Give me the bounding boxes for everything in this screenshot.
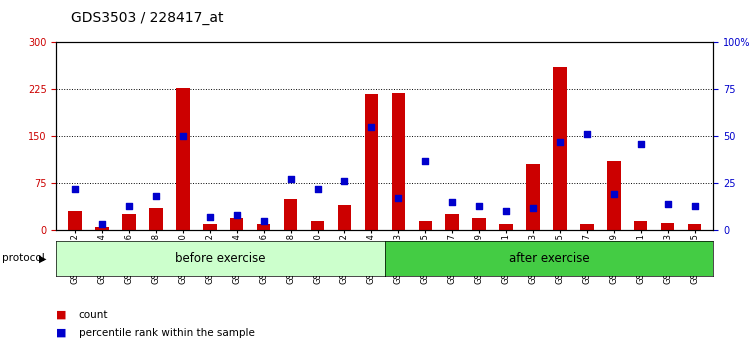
Text: percentile rank within the sample: percentile rank within the sample [79,328,255,338]
Bar [634,221,647,230]
Point [554,139,566,145]
Text: ▶: ▶ [39,253,47,263]
Bar [176,87,190,230]
Bar [68,211,82,230]
Bar [122,215,136,230]
Point [500,209,512,214]
Point [258,218,270,224]
Bar [149,208,163,230]
Point [312,186,324,192]
Text: after exercise: after exercise [509,252,590,265]
Text: before exercise: before exercise [175,252,266,265]
Bar [338,205,351,230]
Point [150,194,162,199]
Point [446,199,458,205]
Bar [661,223,674,230]
Bar [418,221,432,230]
Bar [553,68,567,230]
Bar [499,224,513,230]
Point [581,132,593,137]
Point [392,195,404,201]
Bar [311,221,324,230]
Point [662,201,674,207]
Point [366,124,378,130]
Text: GDS3503 / 228417_at: GDS3503 / 228417_at [71,11,224,25]
Point [123,203,135,209]
Bar [445,215,459,230]
Point [285,177,297,182]
Bar [472,218,486,230]
Point [473,203,485,209]
Point [96,222,108,227]
Point [69,186,81,192]
Bar [526,164,540,230]
Bar [580,224,593,230]
Point [608,192,620,197]
Point [527,205,539,210]
Bar [257,224,270,230]
Text: count: count [79,310,108,320]
Bar [284,199,297,230]
Bar [365,94,379,230]
Text: ■: ■ [56,328,67,338]
Text: protocol: protocol [2,253,44,263]
Point [231,212,243,218]
Point [689,203,701,209]
Bar [230,218,243,230]
Text: ■: ■ [56,310,67,320]
Bar [688,224,701,230]
Bar [607,161,620,230]
Point [177,133,189,139]
Point [635,141,647,147]
Point [339,178,351,184]
Bar [203,224,216,230]
Bar [391,92,405,230]
Bar [95,227,109,230]
Point [419,158,431,164]
Point [204,214,216,220]
